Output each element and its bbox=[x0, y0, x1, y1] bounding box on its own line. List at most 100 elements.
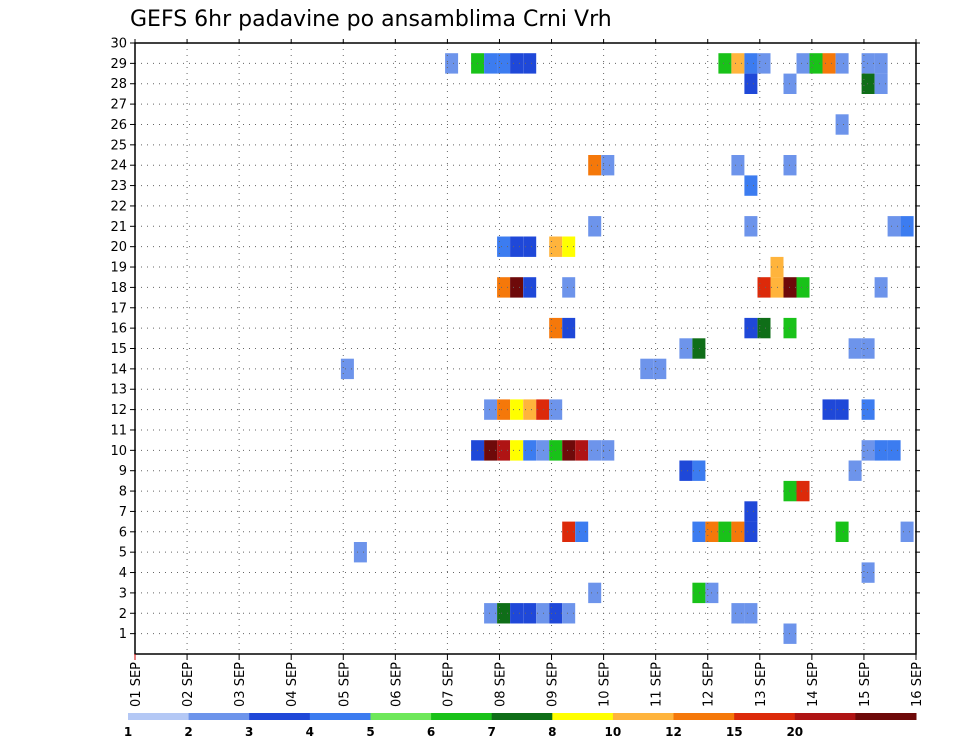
colorbar-label: 20 bbox=[786, 725, 803, 739]
x-tick-label: 06 SEP bbox=[389, 662, 404, 707]
colorbar-label: 8 bbox=[548, 725, 556, 739]
heatmap-cell bbox=[510, 277, 524, 298]
heatmap-cell bbox=[484, 440, 498, 461]
heatmap-cell bbox=[809, 53, 823, 74]
colorbar-label: 2 bbox=[184, 725, 192, 739]
x-tick-label: 01 SEP bbox=[129, 662, 144, 707]
heatmap-cell bbox=[588, 440, 602, 461]
y-tick-label: 19 bbox=[110, 261, 127, 276]
heatmap-cell bbox=[523, 277, 537, 298]
heatmap-cell bbox=[523, 399, 537, 420]
y-tick-label: 26 bbox=[110, 118, 127, 133]
heatmap-cell bbox=[822, 399, 836, 420]
heatmap-cell bbox=[744, 317, 758, 339]
heatmap-cell bbox=[861, 562, 875, 583]
colorbar-segment bbox=[855, 713, 917, 720]
heatmap-cell bbox=[445, 53, 459, 74]
heatmap-cell bbox=[731, 53, 745, 74]
colorbar-label: 10 bbox=[605, 725, 622, 739]
x-tick-label: 10 SEP bbox=[598, 662, 613, 707]
colorbar-segment bbox=[673, 713, 735, 720]
heatmap-cell bbox=[718, 521, 732, 542]
heatmap-cell bbox=[900, 216, 914, 237]
heatmap-cell bbox=[497, 440, 511, 461]
colorbar: 1 2 3 4 5 6 7 8 10 12 15 20 bbox=[124, 713, 917, 739]
y-tick-label: 28 bbox=[110, 77, 127, 92]
y-tick-label: 16 bbox=[110, 322, 127, 337]
x-tick-label: 11 SEP bbox=[650, 662, 665, 707]
heatmap-cell bbox=[835, 399, 849, 420]
heatmap-cell bbox=[588, 216, 602, 237]
y-tick-label: 30 bbox=[110, 37, 127, 52]
colorbar-segment bbox=[491, 713, 553, 720]
y-tick-label: 9 bbox=[119, 464, 127, 479]
x-tick-label: 04 SEP bbox=[285, 662, 300, 707]
y-tick-label: 17 bbox=[110, 301, 127, 316]
heatmap-cell bbox=[861, 399, 875, 420]
heatmap-cell bbox=[497, 399, 511, 420]
heatmap-cell bbox=[536, 603, 550, 624]
heatmap-cell bbox=[861, 73, 875, 94]
heatmap-cell bbox=[536, 440, 550, 461]
colorbar-label: 12 bbox=[665, 725, 682, 739]
y-tick-label: 27 bbox=[110, 98, 127, 113]
y-tick-label: 2 bbox=[119, 607, 127, 622]
heatmap-cell bbox=[744, 216, 758, 237]
heatmap-cell bbox=[523, 236, 537, 257]
heatmap-cell bbox=[588, 582, 602, 604]
y-tick-label: 11 bbox=[110, 423, 127, 438]
heatmap-cell bbox=[731, 155, 745, 176]
heatmap-cell bbox=[796, 480, 810, 502]
heatmap-cell bbox=[744, 603, 758, 624]
heatmap-cell bbox=[796, 53, 810, 74]
heatmap-cell bbox=[640, 358, 654, 380]
y-tick-label: 6 bbox=[119, 525, 127, 540]
heatmap-cell bbox=[718, 53, 732, 74]
heatmap-cell bbox=[575, 440, 589, 461]
heatmap-cell bbox=[484, 53, 498, 74]
colorbar-segment bbox=[612, 713, 674, 720]
x-tick-label: 08 SEP bbox=[493, 662, 508, 707]
colorbar-label: 1 bbox=[124, 725, 132, 739]
x-tick-label: 05 SEP bbox=[337, 662, 352, 707]
x-tick-label: 09 SEP bbox=[546, 662, 561, 707]
y-tick-label: 1 bbox=[119, 627, 127, 642]
heatmap-cell bbox=[874, 53, 888, 74]
y-tick-label: 8 bbox=[119, 485, 127, 500]
heatmap-cell bbox=[874, 277, 888, 298]
heatmap-cell bbox=[523, 53, 537, 74]
heatmap-cell bbox=[861, 440, 875, 461]
y-tick-label: 5 bbox=[119, 546, 127, 561]
heatmap-cell bbox=[484, 399, 498, 420]
heatmap-cell bbox=[497, 236, 511, 257]
heatmap-cell bbox=[484, 603, 498, 624]
heatmap-cell bbox=[757, 277, 771, 298]
x-tick-label: 07 SEP bbox=[441, 662, 456, 707]
y-tick-label: 13 bbox=[110, 383, 127, 398]
heatmap-cell bbox=[497, 53, 511, 74]
y-tick-label: 3 bbox=[119, 586, 127, 601]
axes: 1234567891011121314151617181920212223242… bbox=[110, 37, 925, 707]
heatmap-cell bbox=[692, 460, 706, 481]
heatmap-cell bbox=[575, 521, 589, 542]
heatmap-cell bbox=[536, 399, 550, 420]
heatmap-cell bbox=[822, 53, 836, 74]
heatmap-cell bbox=[887, 216, 901, 237]
heatmap-cell bbox=[562, 521, 576, 542]
heatmap-cell bbox=[744, 501, 758, 522]
heatmap-cell bbox=[510, 399, 524, 420]
heatmap-cell bbox=[562, 277, 576, 298]
heatmap-cell bbox=[692, 521, 706, 542]
y-tick-label: 25 bbox=[110, 138, 127, 153]
grid-lines bbox=[135, 42, 916, 654]
heatmap-cell bbox=[497, 277, 511, 298]
heatmap-cell bbox=[757, 53, 771, 74]
heatmap-cell bbox=[744, 73, 758, 94]
heatmap-cell bbox=[835, 53, 849, 74]
colorbar-segment bbox=[552, 713, 614, 720]
heatmap-cell bbox=[757, 317, 771, 339]
heatmap-cell bbox=[562, 440, 576, 461]
heatmap-cell bbox=[692, 582, 706, 604]
